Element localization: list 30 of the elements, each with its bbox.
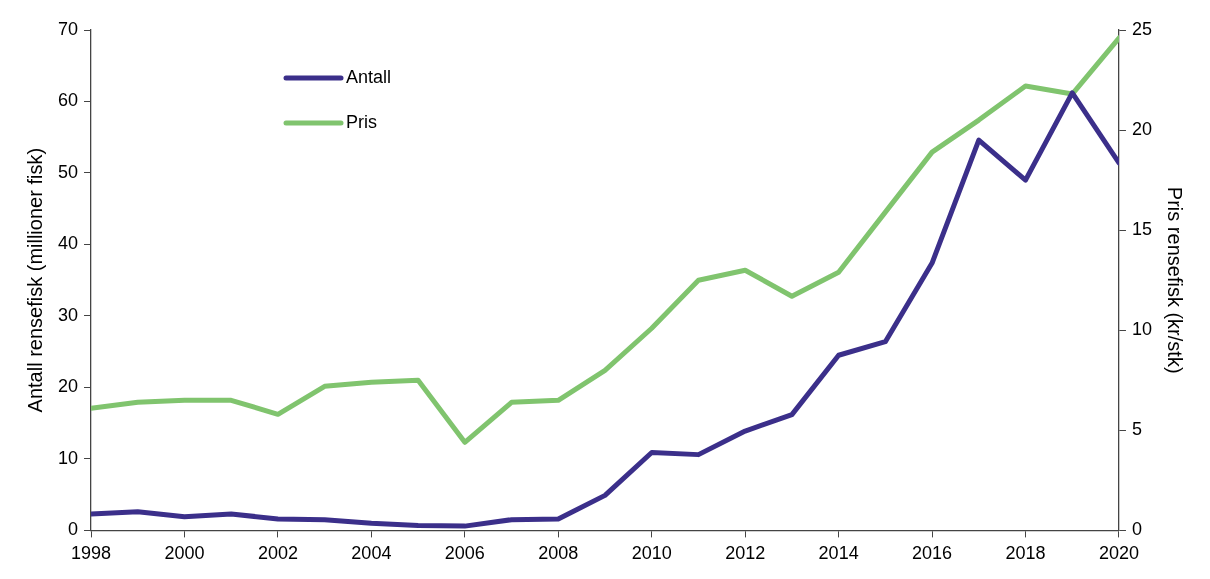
y2-tick-label: 25 <box>1131 18 1153 39</box>
x-tick-label: 2014 <box>818 543 859 564</box>
x-tick-label: 2018 <box>1005 543 1046 564</box>
x-tick-label: 2008 <box>538 543 579 564</box>
x-tick-label: 2016 <box>912 543 953 564</box>
y-tick-label: 10 <box>57 447 79 468</box>
legend-label: Pris <box>346 111 378 132</box>
legend-label: Antall <box>346 66 392 87</box>
x-tick-label: 2012 <box>725 543 766 564</box>
y-axis-title: Antall rensefisk (millioner fisk) <box>23 147 46 413</box>
y2-tick-label: 5 <box>1131 419 1142 440</box>
x-tick-label: 2004 <box>351 543 392 564</box>
y-tick-label: 50 <box>57 161 79 182</box>
x-tick-label: 2006 <box>444 543 485 564</box>
x-tick-label: 2000 <box>164 543 205 564</box>
y2-tick-label: 0 <box>1131 519 1142 540</box>
y-tick-label: 0 <box>68 519 79 540</box>
x-tick-label: 1998 <box>71 543 112 564</box>
y-tick-label: 20 <box>57 376 79 397</box>
y-tick-label: 40 <box>57 233 79 254</box>
y-tick-label: 60 <box>57 90 79 111</box>
y2-tick-label: 15 <box>1131 219 1153 240</box>
x-tick-label: 2010 <box>631 543 672 564</box>
y2-tick-label: 10 <box>1131 319 1153 340</box>
x-tick-label: 2002 <box>257 543 298 564</box>
y-tick-label: 30 <box>57 304 79 325</box>
y2-tick-label: 20 <box>1131 119 1153 140</box>
y-tick-label: 70 <box>57 18 79 39</box>
x-tick-label: 2020 <box>1098 543 1139 564</box>
y2-axis-title: Pris rensefisk (kr/stk) <box>1164 186 1187 374</box>
